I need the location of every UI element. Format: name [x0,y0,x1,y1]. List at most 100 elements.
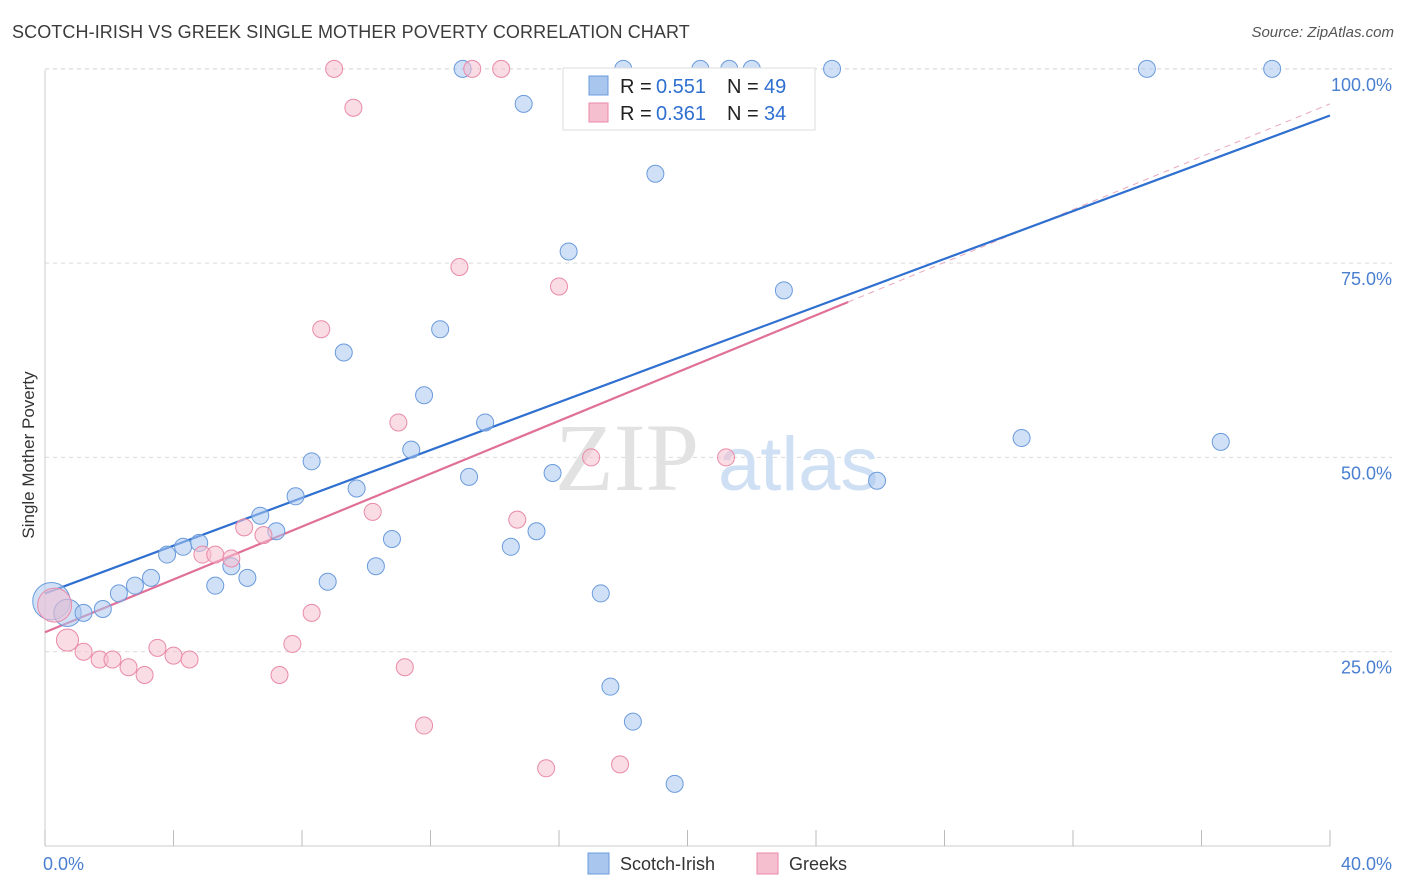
greeks-points [37,59,736,778]
greeks-point [180,650,199,669]
legend-r-value-2: 0.361 [656,103,706,125]
greeks-point [344,98,363,117]
scotch-irish-point [238,568,257,587]
legend-swatch-scotch-irish [588,75,609,96]
greeks-trend-extension [847,103,1331,303]
greeks-point [222,549,241,568]
y-tick-label: 75.0% [1341,269,1392,289]
watermark: ZIP atlas [555,404,879,511]
greeks-point [103,650,122,669]
scotch-irish-point [823,59,842,78]
legend-r-value-1: 0.551 [656,76,706,98]
scotch-irish-point [125,576,144,595]
greeks-point [508,510,527,529]
x-tick-label: 40.0% [1341,854,1392,874]
scotch-irish-point [318,572,337,591]
scotch-irish-point [623,712,642,731]
y-tick-labels: 25.0% 50.0% 75.0% 100.0% [1331,75,1392,678]
scotch-irish-point [109,584,128,603]
y-tick-label: 50.0% [1341,463,1392,483]
scotch-irish-point [1263,59,1282,78]
scotch-irish-point [774,281,793,300]
scotch-irish-point [601,677,620,696]
bottom-legend-scotch-irish: Scotch-Irish [620,854,715,874]
greeks-point [363,502,382,521]
scotch-irish-point [1137,59,1156,78]
scotch-irish-point [527,522,546,541]
scotch-irish-point [431,320,450,339]
greeks-point [254,526,273,545]
greeks-point [135,666,154,685]
greeks-point [492,59,511,78]
greeks-point [537,759,556,778]
scotch-irish-point [206,576,225,595]
scotch-irish-point [476,413,495,432]
legend-n-value-1: 49 [764,76,786,98]
greeks-point [74,642,93,661]
greeks-point [463,59,482,78]
grid-lines [45,68,1392,653]
greeks-point [37,587,73,623]
greeks-point [450,258,469,277]
legend-n-label-2: N = [727,103,759,125]
scotch-irish-point [251,506,270,525]
greeks-point [415,716,434,735]
scotch-irish-point [347,479,366,498]
scotch-irish-point [93,599,112,618]
greeks-point [312,320,331,339]
scotch-irish-point [868,471,887,490]
greeks-point [55,628,80,652]
scotch-irish-point [665,774,684,793]
legend-r-label-2: R = [620,103,652,125]
legend-n-value-2: 34 [764,103,786,125]
greeks-point [717,448,736,467]
greeks-trend-line [44,300,849,634]
scotch-irish-point [1211,432,1230,451]
greeks-point [235,518,254,537]
legend: R = 0.551 N = 49 R = 0.361 N = 34 [562,67,816,131]
legend-n-label-1: N = [727,76,759,98]
scotch-irish-point [514,94,533,113]
x-axis-ticks [44,830,1331,846]
legend-swatch-greeks [588,102,609,123]
scotch-irish-point [559,242,578,261]
scotch-irish-point [382,530,401,549]
x-tick-labels: 0.0% 40.0% [43,854,1392,874]
greeks-point [283,634,302,653]
bottom-legend-swatch-scotch-irish [587,852,610,875]
scotch-irish-point [334,343,353,362]
watermark-zip: ZIP [555,404,699,511]
scotch-irish-point [158,545,177,564]
greeks-point [119,658,138,677]
bottom-legend-swatch-greeks [756,852,779,875]
scotch-irish-point [74,603,93,622]
scotch-irish-point [142,568,161,587]
scotch-irish-point [460,467,479,486]
scotch-irish-point [302,452,321,471]
scotch-irish-point [402,440,421,459]
greeks-point [550,277,568,296]
scotch-irish-point [1012,429,1031,447]
scotch-irish-point [286,487,305,506]
chart-title: SCOTCH-IRISH VS GREEK SINGLE MOTHER POVE… [12,22,690,42]
greeks-point [206,545,225,564]
greeks-point [164,646,183,665]
scotch-irish-point [366,557,385,576]
greeks-point [395,658,414,677]
scotch-irish-point [646,164,665,183]
y-axis-label: Single Mother Poverty [19,371,38,539]
bottom-legend-greeks: Greeks [789,854,847,874]
legend-r-label-1: R = [620,76,652,98]
greeks-point [148,638,167,657]
source-credit: Source: ZipAtlas.com [1251,24,1394,41]
y-tick-label: 25.0% [1341,658,1392,678]
scotch-irish-point [415,386,434,405]
scotch-irish-point [591,584,610,603]
scotch-irish-point [174,537,193,556]
x-tick-label: 0.0% [43,854,84,874]
greeks-point [582,448,601,467]
greeks-point [302,603,321,622]
greeks-point [611,755,630,774]
greeks-point [325,59,344,78]
